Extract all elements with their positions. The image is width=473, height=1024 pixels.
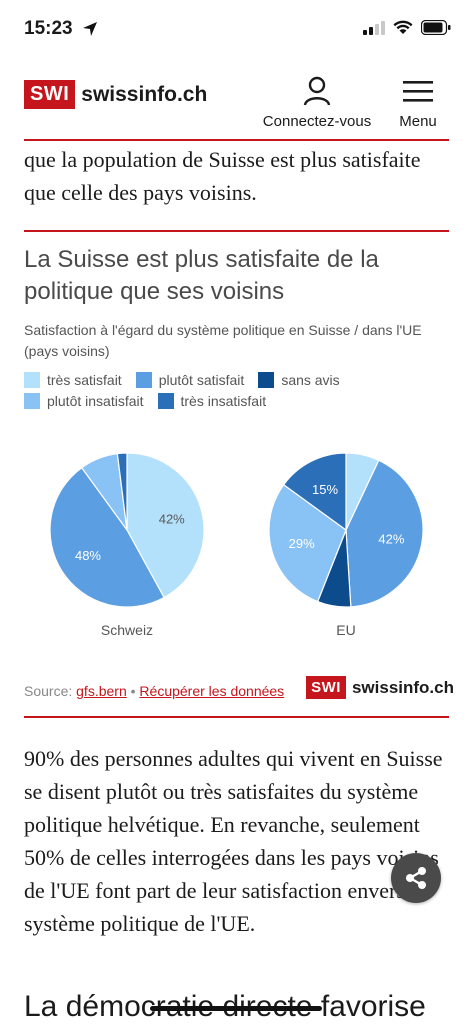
- header-divider: [24, 139, 449, 141]
- chart-title: La Suisse est plus satisfaite de la poli…: [24, 246, 379, 305]
- chart-legend: très satisfait plutôt satisfait sans avi…: [24, 372, 454, 409]
- source-separator: •: [130, 683, 136, 699]
- legend-item: très insatisfait: [157, 393, 267, 409]
- pie-caption: EU: [336, 622, 355, 638]
- site-logo[interactable]: SWI swissinfo.ch: [24, 80, 207, 109]
- legend-swatch: [157, 393, 174, 409]
- legend-item: plutôt insatisfait: [24, 393, 144, 409]
- source-prefix: Source:: [24, 683, 73, 699]
- pie-data-label: 15%: [312, 482, 338, 497]
- pie-slice: [345, 459, 424, 608]
- legend-label: très insatisfait: [180, 393, 267, 409]
- pie-data-label: 29%: [289, 536, 315, 551]
- download-data-link[interactable]: Récupérer les données: [139, 683, 285, 699]
- pie-data-label: 42%: [159, 512, 185, 527]
- chart-top-divider: [24, 230, 449, 232]
- source-logo-badge: SWI: [306, 676, 346, 699]
- home-indicator[interactable]: [150, 1006, 322, 1011]
- legend-swatch: [24, 372, 40, 388]
- legend-label: plutôt satisfait: [158, 372, 245, 388]
- source-logo: SWI swissinfo.ch: [306, 676, 454, 699]
- login-button[interactable]: Connectez-vous: [256, 76, 378, 130]
- wifi-icon: [393, 20, 413, 34]
- pie-data-label: 48%: [75, 548, 101, 563]
- user-icon: [303, 76, 331, 106]
- hamburger-icon: [403, 81, 433, 102]
- signal-icon: [363, 20, 385, 35]
- main-paragraph: 90% des personnes adultes qui vivent en …: [24, 746, 443, 936]
- menu-label: Menu: [399, 113, 437, 130]
- legend-item: sans avis: [258, 372, 340, 388]
- pie-caption: Schweiz: [101, 622, 153, 638]
- source-logo-text: swissinfo.ch: [351, 677, 454, 697]
- battery-icon: [421, 20, 451, 35]
- menu-button[interactable]: Menu: [394, 76, 442, 130]
- legend-item: plutôt satisfait: [135, 372, 245, 388]
- logo-badge: SWI: [24, 80, 76, 109]
- login-label: Connectez-vous: [262, 113, 372, 130]
- status-icons: [363, 20, 451, 35]
- logo-text: swissinfo.ch: [81, 82, 208, 106]
- site-header: SWI swissinfo.ch Connectez-vous Menu: [0, 64, 473, 140]
- legend-label: très satisfait: [47, 372, 122, 388]
- legend-label: sans avis: [281, 372, 340, 388]
- legend-swatch: [135, 372, 152, 388]
- pie-slice: [282, 452, 347, 532]
- pie-slice: [116, 452, 128, 531]
- status-bar: 15:23: [0, 0, 473, 56]
- source-text: Source: gfs.bern • Récupérer les données: [24, 683, 284, 699]
- legend-swatch: [258, 372, 275, 388]
- pie-slice: [268, 483, 347, 603]
- chart-source: Source: gfs.bern • Récupérer les données…: [24, 676, 454, 706]
- source-link[interactable]: gfs.bern: [76, 683, 127, 699]
- legend-swatch: [24, 393, 40, 409]
- intro-paragraph: que la population de Suisse est plus sat…: [24, 147, 421, 205]
- chart-subtitle: Satisfaction à l'égard du système politi…: [24, 322, 422, 359]
- pie-data-label: 42%: [378, 532, 404, 547]
- share-icon: [406, 867, 426, 889]
- location-arrow-icon: [83, 22, 97, 36]
- chart-bottom-divider: [24, 716, 449, 718]
- legend-label: plutôt insatisfait: [47, 393, 144, 409]
- share-button[interactable]: [391, 853, 441, 903]
- pie-slice: [49, 466, 165, 608]
- status-time: 15:23: [24, 18, 73, 39]
- legend-item: très satisfait: [24, 372, 122, 388]
- pie-charts: 42% 48% Schweiz 42% 29% 15% EU: [49, 452, 424, 638]
- pie-slice: [126, 452, 205, 599]
